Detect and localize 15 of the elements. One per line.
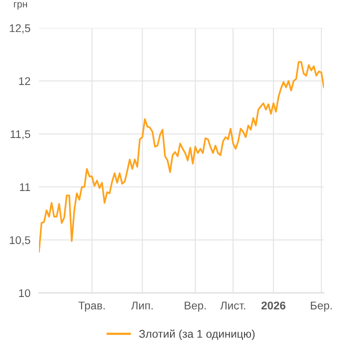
x-tick-label: Трав. (78, 302, 105, 312)
y-tick-label: 11 (20, 183, 30, 191)
y-tick-label: 12,5 (10, 24, 30, 34)
y-tick-label: 10,5 (10, 236, 30, 246)
line-series (38, 61, 324, 252)
legend-label: Злотий (за 1 одиницю) (139, 329, 255, 340)
y-tick-label: 12 (19, 77, 30, 86)
x-tick-label: Лист. (220, 302, 246, 310)
x-tick-label: Бер. (310, 302, 332, 312)
x-tick-label: Лип. (131, 302, 153, 310)
x-tick-label: Вер. (184, 302, 206, 312)
y-tick-label: 11,5 (10, 130, 30, 140)
x-tick-label: 2026 (261, 302, 286, 310)
y-axis-title: грн (14, 2, 27, 10)
y-tick-label: 10 (19, 289, 30, 298)
